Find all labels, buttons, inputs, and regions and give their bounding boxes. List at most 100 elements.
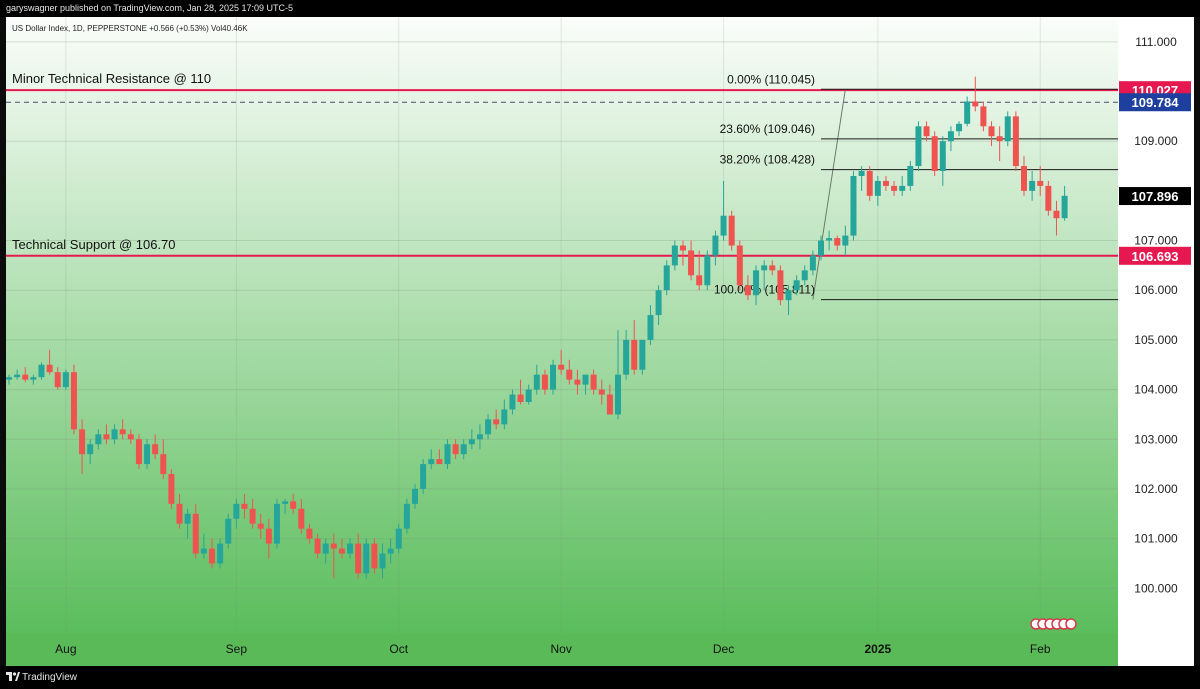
candle-body: [322, 543, 329, 554]
annotations: Minor Technical Resistance @ 110 Technica…: [12, 71, 211, 252]
candle-body: [273, 503, 280, 544]
candle-body: [842, 235, 849, 246]
candle-body: [298, 508, 305, 529]
price-tag-label: 107.896: [1132, 189, 1179, 204]
candle-body: [184, 513, 191, 524]
level-annotation: Minor Technical Resistance @ 110: [12, 71, 211, 86]
candle-body: [444, 444, 451, 465]
candle-body: [704, 255, 711, 286]
candle-body: [493, 419, 500, 425]
candle-body: [647, 315, 654, 340]
us-flag-events-icon[interactable]: [1030, 618, 1077, 630]
candle-body: [468, 439, 475, 445]
candle-body: [582, 374, 589, 385]
candle-body: [517, 394, 524, 402]
publish-header: garyswagner published on TradingView.com…: [0, 0, 1200, 17]
price-chart[interactable]: 0.00% (110.045) 23.60% (109.046) 38.20% (1…: [6, 17, 1194, 666]
candle-body: [379, 553, 386, 569]
candle-body: [1021, 166, 1027, 191]
fib-trendline: [812, 89, 846, 300]
candle-body: [127, 434, 134, 440]
y-tick-label: 109.000: [1134, 134, 1178, 148]
candle-body: [939, 141, 946, 171]
y-tick-label: 106.000: [1134, 283, 1178, 297]
candle-body: [728, 215, 735, 246]
candle-body: [249, 508, 256, 524]
candle-body: [152, 444, 159, 455]
candle-body: [79, 429, 86, 455]
candle-body: [62, 372, 69, 388]
candle-body: [777, 270, 784, 301]
candle-body: [761, 265, 768, 271]
candle-body: [1053, 210, 1060, 219]
footer-brand[interactable]: TradingView: [22, 672, 78, 683]
candle-body: [671, 245, 678, 266]
price-tag-bg: [1119, 246, 1191, 265]
candle-body: [1045, 185, 1052, 211]
candle-body: [801, 270, 808, 281]
candle-body: [395, 528, 402, 549]
candle-body: [501, 409, 508, 425]
candle-body: [54, 372, 61, 388]
candle-body: [525, 389, 532, 402]
plot-background: [6, 17, 1118, 633]
candle-body: [720, 215, 727, 236]
candle-body: [225, 518, 232, 544]
candle-body: [663, 265, 670, 291]
candle-body: [1037, 180, 1044, 186]
candle-body: [30, 377, 37, 380]
candle-body: [452, 444, 459, 455]
candle-body: [744, 285, 751, 296]
candle-body: [265, 528, 272, 544]
candle-body: [87, 444, 94, 455]
candle-body: [631, 339, 638, 370]
grid-lines: [6, 17, 1118, 633]
x-tick-label: Sep: [226, 642, 248, 656]
candle-body: [785, 290, 792, 301]
candle-body: [403, 503, 410, 529]
candle-body: [639, 339, 646, 370]
candle-body: [834, 238, 841, 246]
candlestick-series: [6, 76, 1068, 579]
candle-body: [696, 275, 703, 286]
candle-body: [1012, 116, 1019, 167]
horizontal-levels: [6, 89, 1118, 257]
candle-body: [891, 185, 898, 191]
candle-body: [558, 364, 565, 370]
candle-body: [436, 459, 443, 465]
candle-body: [412, 488, 418, 504]
candle-body: [826, 238, 833, 241]
fib-level-label: 38.20% (108.428): [720, 153, 815, 167]
candle-body: [590, 374, 597, 390]
time-axis[interactable]: Aug Sep Oct Nov Dec 2025 Feb: [55, 642, 1051, 656]
candle-body: [209, 548, 215, 564]
candle-body: [598, 389, 605, 395]
fib-level-label: 0.00% (110.045): [727, 72, 815, 86]
axis-background: [1118, 17, 1194, 666]
x-tick-label: 2025: [864, 642, 891, 656]
candle-body: [818, 240, 824, 256]
candle-body: [420, 464, 427, 489]
price-tag-label: 109.784: [1132, 95, 1180, 110]
price-tag-bg: [1119, 93, 1191, 112]
candle-body: [290, 501, 297, 509]
price-axis[interactable]: 100.000 101.000 102.000 103.000 104.000 105.0…: [1134, 35, 1178, 595]
candle-body: [980, 106, 987, 127]
candle-body: [176, 503, 183, 524]
candle-body: [712, 235, 719, 256]
price-tag-label: 106.693: [1132, 249, 1179, 264]
candle-body: [899, 185, 906, 191]
candle-body: [509, 394, 516, 410]
candle-body: [858, 171, 865, 176]
candle-body: [241, 503, 248, 509]
candle-body: [606, 394, 613, 415]
candle-body: [753, 270, 760, 296]
candle-body: [103, 434, 110, 440]
candle-body: [371, 543, 378, 569]
candle-body: [850, 175, 857, 236]
candle-body: [769, 265, 776, 271]
candle-body: [1029, 180, 1036, 191]
candle-body: [387, 548, 394, 554]
